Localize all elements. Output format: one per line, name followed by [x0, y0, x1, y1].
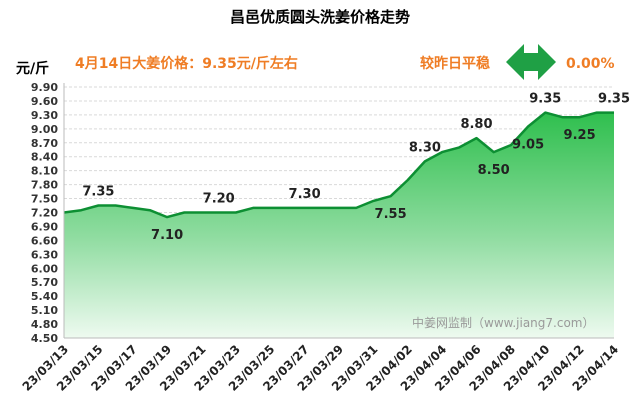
area-fill: [64, 112, 614, 338]
y-axis: 9.909.609.309.008.708.408.107.807.507.20…: [31, 81, 58, 345]
data-label: 9.25: [564, 128, 596, 143]
y-tick-label: 4.80: [31, 318, 58, 331]
y-tick-label: 6.90: [31, 220, 58, 233]
data-label: 9.05: [512, 138, 544, 153]
y-tick-label: 4.50: [31, 332, 58, 345]
y-tick-label: 6.30: [31, 248, 58, 261]
data-label: 8.30: [409, 140, 441, 155]
data-label: 7.10: [151, 228, 183, 243]
y-tick-label: 8.40: [31, 151, 58, 164]
data-label: 7.35: [82, 185, 114, 200]
data-label: 7.55: [375, 207, 407, 222]
y-tick-label: 7.50: [31, 193, 58, 206]
y-tick-label: 5.40: [31, 290, 58, 303]
data-label: 7.20: [203, 192, 235, 207]
y-tick-label: 6.60: [31, 234, 58, 247]
chart-title: 昌邑优质圆头洗姜价格走势: [230, 8, 410, 26]
y-tick-label: 6.00: [31, 262, 58, 275]
y-tick-label: 8.70: [31, 137, 58, 150]
data-label: 9.35: [529, 92, 561, 107]
data-label: 7.30: [289, 187, 321, 202]
change-percent: 0.00%: [566, 56, 615, 72]
data-label: 9.35: [598, 92, 630, 107]
y-tick-label: 9.00: [31, 123, 58, 136]
price-text: 4月14日大姜价格：9.35元/斤左右: [75, 55, 298, 72]
data-labels: 7.35 7.10 7.20 7.30 7.55 8.30 8.80 8.509.05 9.35…: [82, 92, 630, 244]
y-tick-label: 9.90: [31, 81, 58, 94]
x-axis: 23/03/1323/03/1523/03/1723/03/1923/03/21…: [20, 342, 622, 394]
watermark: 中姜网监制（www.jiang7.com）: [412, 315, 594, 330]
data-label: 8.50: [478, 163, 510, 178]
compare-text: 较昨日平稳: [420, 55, 490, 72]
plot-area: [63, 83, 614, 339]
y-tick-label: 5.10: [31, 304, 58, 317]
y-tick-label: 7.80: [31, 179, 58, 192]
y-tick-label: 9.60: [31, 95, 58, 108]
y-tick-label: 5.70: [31, 276, 58, 289]
series-line: [63, 111, 614, 219]
y-tick-label: 9.30: [31, 109, 58, 122]
y-tick-label: 7.20: [31, 207, 58, 220]
data-label: 8.80: [460, 117, 492, 132]
unit-label: 元/斤: [16, 60, 49, 77]
double-arrow-icon: [506, 44, 556, 80]
y-tick-label: 8.10: [31, 165, 58, 178]
